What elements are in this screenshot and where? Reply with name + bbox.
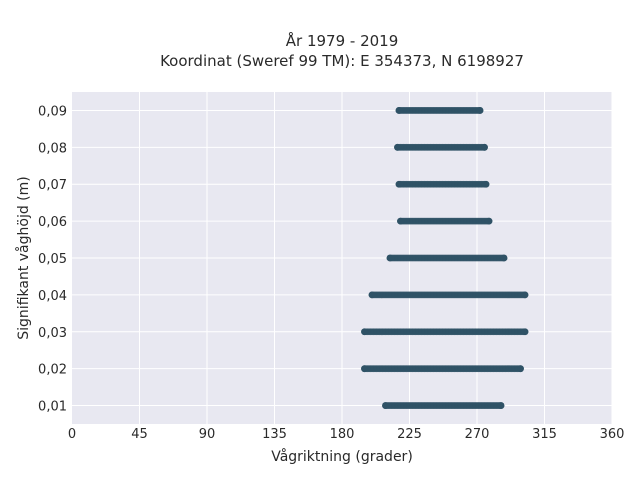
- x-tick-label: 0: [68, 427, 76, 442]
- y-tick-label: 0,07: [38, 178, 67, 193]
- x-axis-label: Vågriktning (grader): [271, 448, 413, 465]
- data-point: [476, 107, 484, 114]
- y-tick-label: 0,03: [38, 326, 67, 341]
- y-axis-label: Signifikant våghöjd (m): [15, 176, 32, 339]
- data-point: [497, 402, 505, 409]
- x-tick-label: 135: [262, 427, 287, 442]
- x-tick-label: 180: [330, 427, 355, 442]
- data-band: [395, 107, 484, 114]
- y-tick-label: 0,08: [38, 141, 67, 156]
- data-band: [386, 254, 508, 262]
- data-point: [361, 328, 368, 336]
- x-tick-label: 360: [600, 427, 625, 442]
- y-tick-label: 0,02: [38, 363, 67, 378]
- data-band: [397, 217, 493, 225]
- x-tick-label: 270: [465, 427, 490, 442]
- data-point: [481, 143, 488, 151]
- y-tick-label: 0,09: [38, 104, 67, 119]
- data-band: [395, 180, 490, 188]
- x-tick-label: 90: [199, 427, 216, 442]
- data-point: [397, 217, 404, 225]
- x-axis-ticks: 0 45 90 135 180 225 270 315 360: [68, 427, 625, 442]
- data-point: [382, 402, 389, 409]
- data-point: [361, 365, 368, 373]
- data-band: [368, 291, 529, 299]
- y-tick-label: 0,06: [38, 215, 67, 230]
- y-axis-ticks: 0,01 0,02 0,03 0,04 0,05 0,06 0,07 0,08 0,09: [38, 104, 67, 414]
- data-point: [517, 365, 524, 373]
- data-band: [382, 402, 505, 409]
- x-tick-label: 45: [131, 427, 148, 442]
- data-point: [368, 291, 376, 299]
- y-tick-label: 0,05: [38, 252, 67, 267]
- data-point: [521, 291, 529, 299]
- data-point: [485, 217, 493, 225]
- y-tick-label: 0,04: [38, 289, 67, 304]
- data-points: [361, 107, 529, 409]
- data-band: [361, 365, 524, 373]
- x-tick-label: 315: [532, 427, 557, 442]
- y-tick-label: 0,01: [38, 400, 67, 415]
- data-point: [395, 180, 403, 188]
- data-point: [482, 180, 490, 188]
- data-point: [394, 143, 401, 151]
- data-point: [386, 254, 394, 262]
- data-band: [394, 143, 488, 151]
- data-point: [521, 328, 529, 336]
- data-point: [500, 254, 508, 262]
- chart-title-line2: Koordinat (Sweref 99 TM): E 354373, N 61…: [160, 52, 524, 70]
- x-tick-label: 225: [397, 427, 422, 442]
- data-point: [395, 107, 403, 114]
- data-band: [361, 328, 529, 336]
- chart-title-line1: År 1979 - 2019: [286, 31, 399, 50]
